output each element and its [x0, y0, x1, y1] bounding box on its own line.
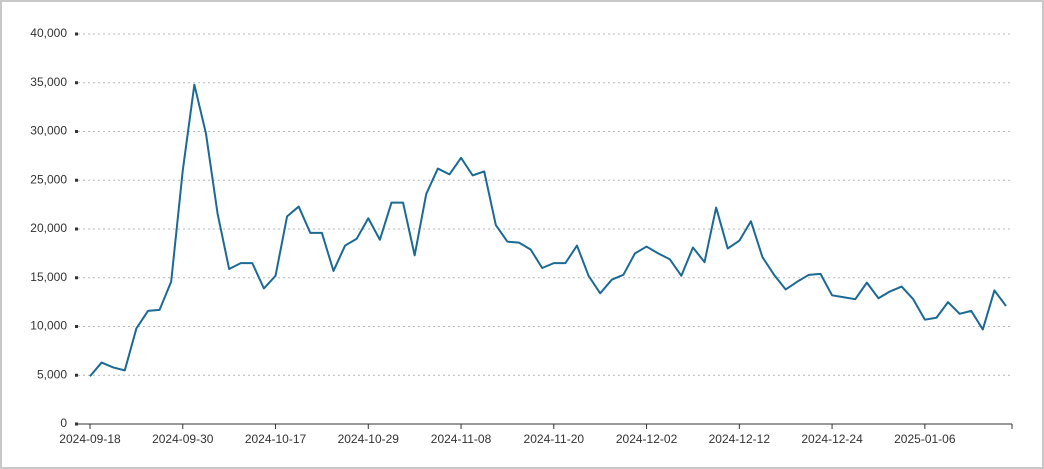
x-tick-label: 2024-11-08: [431, 432, 492, 446]
y-tick-mark: [75, 325, 78, 328]
y-tick-label: 35,000: [30, 75, 67, 89]
y-tick-label: 0: [60, 416, 67, 430]
y-tick-mark: [75, 422, 78, 426]
y-tick-mark: [75, 32, 78, 36]
x-tick-label: 2025-01-06: [894, 432, 956, 446]
x-tick-label: 2024-12-12: [709, 432, 771, 446]
y-tick-mark: [75, 227, 78, 231]
y-tick-label: 30,000: [30, 124, 67, 138]
y-tick-mark: [75, 373, 78, 377]
y-tick-label: 25,000: [30, 172, 67, 186]
x-tick-label: 2024-09-18: [59, 432, 121, 446]
x-tick-label: 2024-10-17: [245, 432, 307, 446]
y-tick-label: 40,000: [30, 26, 67, 40]
y-tick-mark: [75, 276, 78, 280]
x-tick-label: 2024-12-02: [616, 432, 678, 446]
y-tick-mark: [75, 130, 78, 133]
y-tick-label: 20,000: [30, 221, 67, 235]
x-tick-label: 2024-12-24: [801, 432, 863, 446]
y-tick-mark: [75, 81, 78, 85]
y-tick-mark: [75, 178, 78, 182]
y-tick-label: 10,000: [30, 319, 67, 333]
data-line: [89, 83, 1007, 377]
y-tick-label: 5,000: [37, 367, 67, 381]
x-tick-label: 2024-11-20: [524, 432, 585, 446]
x-tick-label: 2024-09-30: [152, 432, 214, 446]
x-tick-label: 2024-10-29: [338, 432, 400, 446]
y-tick-label: 15,000: [30, 270, 67, 284]
